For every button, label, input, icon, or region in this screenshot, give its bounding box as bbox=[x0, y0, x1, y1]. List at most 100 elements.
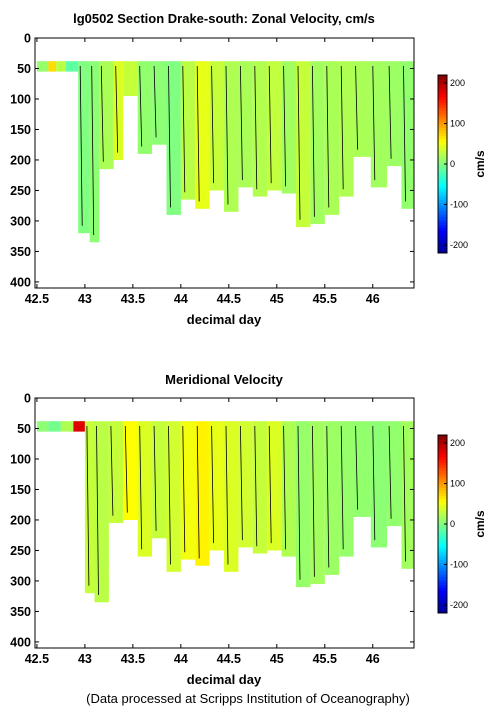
zero-contour-line bbox=[153, 425, 157, 531]
zero-contour-line bbox=[403, 425, 406, 562]
x-tick-label: 44.5 bbox=[217, 652, 241, 666]
colorbar-swatch bbox=[438, 501, 447, 505]
zero-contour-line bbox=[211, 425, 214, 544]
velocity-profile bbox=[401, 421, 414, 569]
x-tick-label: 42.5 bbox=[25, 652, 49, 666]
velocity-profile bbox=[48, 421, 61, 432]
zero-contour-line bbox=[182, 425, 186, 553]
colorbar-swatch bbox=[438, 496, 447, 500]
zero-contour-line bbox=[115, 65, 119, 153]
velocity-profile bbox=[370, 421, 388, 548]
velocity-profile bbox=[353, 61, 371, 157]
colorbar-tick-label: 200 bbox=[450, 438, 465, 448]
colorbar-swatch bbox=[438, 493, 447, 497]
velocity-profile bbox=[370, 61, 388, 188]
colorbar-swatch bbox=[438, 239, 447, 243]
colorbar-swatch bbox=[438, 607, 447, 611]
zero-contour-line bbox=[355, 65, 358, 150]
colorbar-swatch bbox=[438, 460, 447, 464]
colorbar-swatch bbox=[438, 227, 447, 232]
colorbar-swatch bbox=[438, 485, 447, 489]
y-tick-label: 400 bbox=[10, 635, 31, 649]
zero-contour-line bbox=[168, 65, 171, 208]
colorbar-swatch bbox=[438, 247, 447, 251]
colorbar-swatch bbox=[438, 88, 447, 92]
colorbar-swatch bbox=[438, 186, 447, 190]
colorbar-swatch bbox=[438, 77, 447, 81]
y-tick-label: 50 bbox=[17, 62, 31, 76]
colorbar-swatch bbox=[438, 91, 447, 95]
zero-contour-line bbox=[139, 65, 143, 147]
y-tick-label: 150 bbox=[10, 123, 31, 137]
zero-contour-line bbox=[312, 425, 315, 577]
x-tick-label: 44.5 bbox=[217, 292, 241, 306]
colorbar-swatch bbox=[438, 211, 447, 215]
colorbar-swatch bbox=[438, 498, 447, 503]
colorbar-swatch bbox=[438, 435, 447, 439]
colorbar-swatch bbox=[438, 125, 447, 129]
colorbar-tick-label: -200 bbox=[450, 240, 468, 250]
colorbar-swatch bbox=[438, 579, 447, 583]
zero-contour-line bbox=[86, 425, 90, 586]
zero-contour-line bbox=[254, 65, 258, 190]
colorbar-swatch bbox=[438, 524, 447, 528]
colorbar-swatch bbox=[438, 482, 447, 486]
velocity-profile bbox=[36, 61, 49, 72]
colorbar-swatch bbox=[438, 549, 447, 553]
colorbar-swatch bbox=[438, 473, 447, 478]
colorbar-swatch bbox=[438, 515, 447, 519]
colorbar-label: cm/s bbox=[473, 150, 487, 178]
colorbar: 200 100 0 -100 -200 bbox=[437, 434, 468, 614]
zero-contour-line bbox=[283, 65, 286, 187]
colorbar-swatch bbox=[438, 490, 447, 494]
velocity-profile bbox=[60, 421, 74, 432]
x-axis-label: decimal day bbox=[187, 312, 262, 327]
colorbar-swatch bbox=[438, 202, 447, 207]
y-tick-label: 300 bbox=[10, 214, 31, 228]
x-tick-label: 43 bbox=[78, 292, 92, 306]
colorbar-swatch bbox=[438, 152, 447, 156]
velocity-profile bbox=[353, 421, 371, 517]
y-tick-label: 0 bbox=[24, 392, 31, 406]
zero-contour-line bbox=[340, 65, 344, 190]
colorbar-swatch bbox=[438, 518, 447, 522]
x-axis-label: decimal day bbox=[187, 672, 262, 687]
colorbar-swatch bbox=[438, 225, 447, 229]
colorbar-swatch bbox=[438, 610, 447, 614]
colorbar-swatch bbox=[438, 147, 447, 151]
colorbar-swatch bbox=[438, 155, 447, 159]
x-tick-label: 45 bbox=[270, 292, 284, 306]
x-tick-label: 42.5 bbox=[25, 292, 49, 306]
zero-contour-line bbox=[196, 425, 200, 559]
colorbar-swatch bbox=[438, 113, 447, 118]
colorbar-swatch bbox=[438, 585, 447, 589]
colorbar-swatch bbox=[438, 150, 447, 154]
zero-contour-line bbox=[312, 65, 315, 217]
x-tick-label: 43.5 bbox=[121, 292, 145, 306]
y-tick-label: 100 bbox=[10, 92, 31, 106]
colorbar-swatch bbox=[438, 529, 447, 533]
zero-contour-line bbox=[100, 65, 104, 162]
colorbar-tick-label: -100 bbox=[450, 559, 468, 569]
colorbar-swatch bbox=[438, 175, 447, 179]
velocity-profile bbox=[123, 61, 138, 96]
colorbar-swatch bbox=[438, 127, 447, 131]
colorbar-swatch bbox=[438, 604, 447, 608]
colorbar-swatch bbox=[438, 205, 447, 209]
y-tick-label: 300 bbox=[10, 574, 31, 588]
colorbar-tick-label: -100 bbox=[450, 199, 468, 209]
colorbar-swatch bbox=[438, 593, 447, 597]
colorbar-swatch bbox=[438, 214, 447, 218]
colorbar-swatch bbox=[438, 479, 447, 483]
colorbar-swatch bbox=[438, 446, 447, 450]
zero-contour-line bbox=[326, 65, 330, 208]
colorbar-swatch bbox=[438, 111, 447, 115]
colorbar-swatch bbox=[438, 468, 447, 472]
zero-contour-line bbox=[297, 425, 301, 580]
x-tick-label: 44 bbox=[174, 292, 188, 306]
colorbar-swatch bbox=[438, 119, 447, 123]
colorbar-swatch bbox=[438, 200, 447, 204]
colorbar-swatch bbox=[438, 208, 447, 212]
colorbar-swatch bbox=[438, 236, 447, 240]
